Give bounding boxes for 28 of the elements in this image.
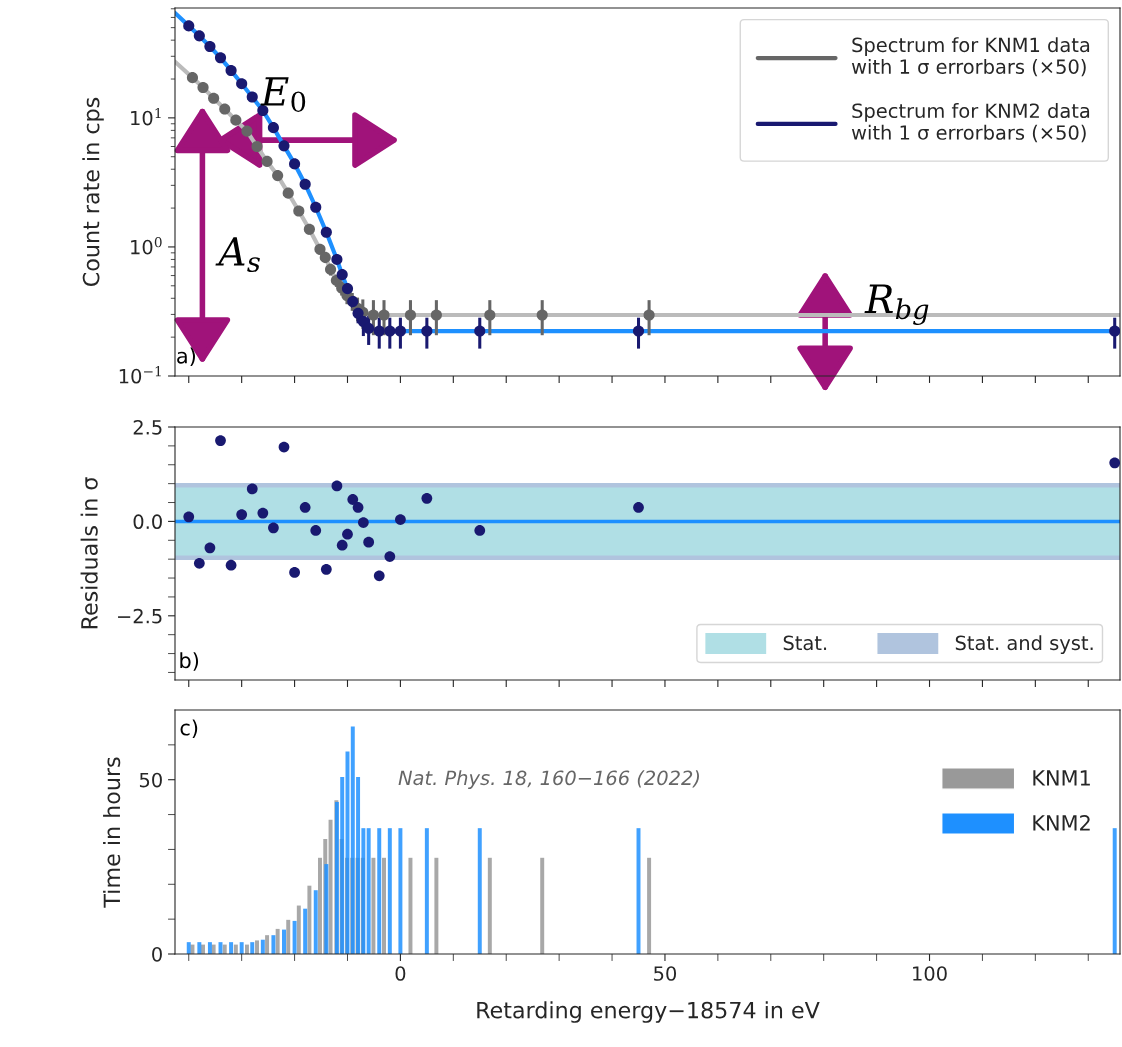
legend-label: KNM2 — [1033, 814, 1090, 831]
y-tick-label: 0.0 — [133, 514, 162, 530]
y-tick-label: 10$^{1}$ — [131, 107, 161, 126]
x-axis-title: Retarding energy−18574 in eV — [477, 1001, 820, 1023]
y-tick-label: 10$^{0}$ — [131, 237, 162, 255]
annotation: b) — [180, 652, 199, 671]
y-tick-label: 50 — [139, 772, 162, 788]
legend-label: Stat. and syst. — [955, 635, 1093, 654]
annotation: Nat. Phys. 18, 160−166 (2022) — [398, 770, 699, 789]
legend-label: Spectrum for KNM1 data with 1 σ errorbars (×50) — [851, 37, 1090, 77]
y-tick-label: −2.5 — [118, 608, 162, 624]
annotation: R$_{bg}$ — [864, 284, 929, 326]
y-axis-title: Time in hours — [103, 757, 121, 908]
y-tick-label: 2.5 — [133, 419, 162, 435]
y-axis-title: Residuals in σ — [80, 477, 98, 629]
x-tick-label: 50 — [654, 966, 677, 981]
y-tick-label: 10$^{−1}$ — [119, 366, 161, 384]
annotation: E$_{0}$ — [260, 77, 306, 112]
y-axis-title: Count rate in cps — [82, 97, 104, 286]
annotation: a) — [177, 347, 195, 367]
legend-label: Stat. — [783, 635, 827, 651]
x-tick-label: 100 — [913, 966, 947, 981]
x-tick-label: 0 — [395, 966, 406, 981]
legend-label: Spectrum for KNM2 data with 1 σ errorbars (×50) — [851, 103, 1090, 143]
legend-label: KNM1 — [1033, 770, 1090, 786]
annotation: A$_{s}$ — [215, 237, 260, 273]
annotation: c) — [180, 719, 198, 739]
y-tick-label: 0 — [152, 946, 162, 962]
